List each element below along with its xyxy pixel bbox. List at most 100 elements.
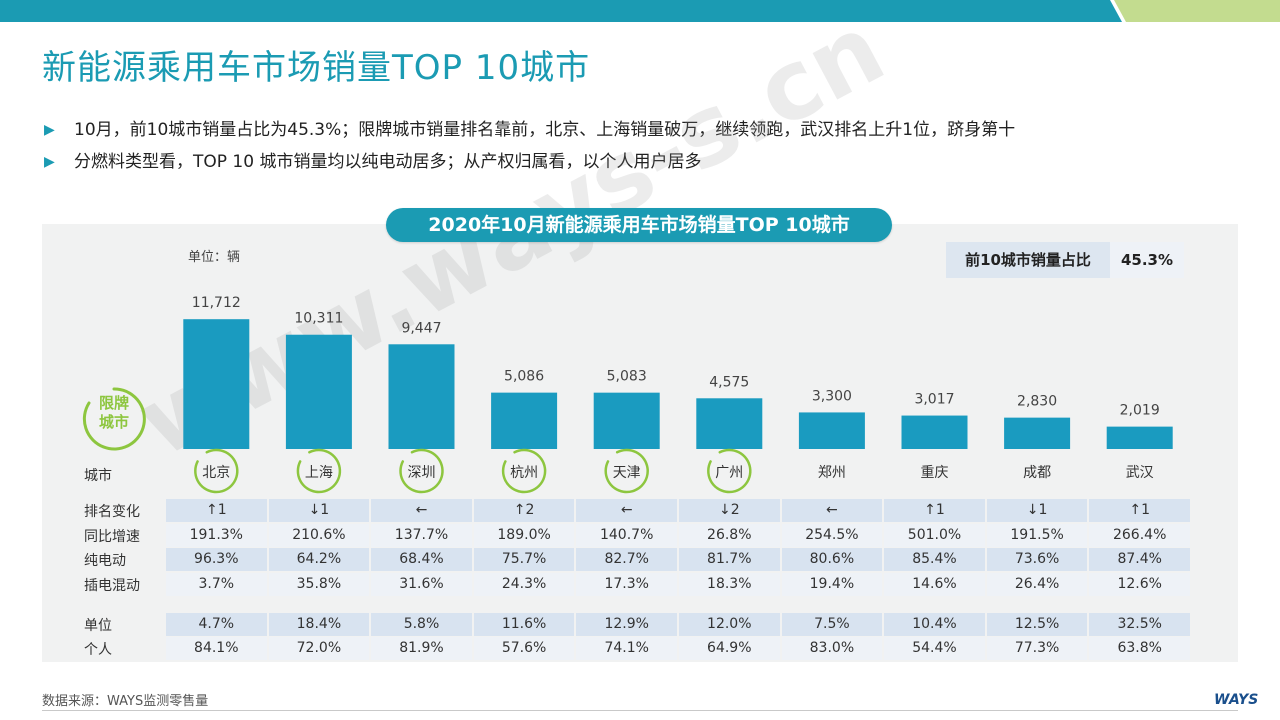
table-cell: 191.5%: [986, 524, 1088, 547]
table-row-label: 个人: [84, 642, 112, 658]
city-tick-label: 重庆: [921, 465, 949, 481]
restricted-city-ring-icon: [604, 448, 649, 494]
value-label: 9,447: [401, 320, 441, 336]
bar-重庆: [901, 415, 968, 449]
table-cell: 7.5%: [781, 613, 883, 636]
share-value: 45.3%: [1110, 242, 1184, 278]
table-row-label: 纯电动: [84, 553, 126, 569]
table-cell: ↓1: [268, 499, 370, 522]
bullet-item: ▶ 10月，前10城市销量占比为45.3%；限牌城市销量排名靠前，北京、上海销量…: [44, 116, 1015, 148]
table-cell: 5.8%: [371, 613, 472, 636]
table-cell: 72.0%: [268, 637, 370, 660]
table-row-label: 单位: [84, 618, 112, 634]
table-cell: 64.2%: [268, 548, 370, 571]
bar-深圳: [388, 344, 455, 449]
table-cell: 501.0%: [884, 524, 985, 547]
table-cell: 64.9%: [679, 637, 780, 660]
category-axis-label: 城市: [84, 468, 112, 484]
table-cell: ↓1: [986, 499, 1088, 522]
city-tick-label: 广州: [715, 465, 743, 481]
table-cell: 32.5%: [1089, 613, 1190, 636]
bar-广州: [696, 398, 763, 449]
table-cell: 31.6%: [371, 573, 472, 596]
city-tick-label: 北京: [202, 465, 230, 481]
table-cell: ↑2: [473, 499, 575, 522]
table-cell: 3.7%: [166, 573, 267, 596]
table-cell: 19.4%: [781, 573, 883, 596]
city-tick-label: 天津: [613, 465, 641, 481]
table-cell: ↓2: [679, 499, 780, 522]
table-cell: 54.4%: [884, 637, 985, 660]
table-cell: 18.3%: [679, 573, 780, 596]
table-cell: 10.4%: [884, 613, 985, 636]
value-label: 11,712: [192, 295, 241, 311]
table-cell: 11.6%: [473, 613, 575, 636]
table-cell: 140.7%: [576, 524, 677, 547]
bar-成都: [1004, 417, 1071, 449]
restricted-city-ring-icon: [707, 448, 752, 494]
city-tick-label: 上海: [305, 465, 333, 481]
value-label: 10,311: [294, 311, 343, 327]
chart-title: 2020年10月新能源乘用车市场销量TOP 10城市: [386, 208, 892, 242]
table-cell: 81.7%: [679, 548, 780, 571]
bullet-text: 分燃料类型看，TOP 10 城市销量均以纯电动居多；从产权归属看，以个人用户居多: [74, 152, 702, 172]
table-cell: 83.0%: [781, 637, 883, 660]
table-cell: ←: [371, 499, 472, 522]
table-cell: 77.3%: [986, 637, 1088, 660]
table-row-label: 同比增速: [84, 529, 140, 545]
value-label: 3,300: [812, 388, 852, 404]
ways-logo: WAYS: [1214, 692, 1259, 708]
table-cell: 189.0%: [473, 524, 575, 547]
bar-天津: [593, 392, 660, 449]
bar-上海: [285, 334, 352, 449]
table-cell: 63.8%: [1089, 637, 1190, 660]
bullet-item: ▶ 分燃料类型看，TOP 10 城市销量均以纯电动居多；从产权归属看，以个人用户…: [44, 148, 1015, 180]
table-cell: 85.4%: [884, 548, 985, 571]
table-cell: 84.1%: [166, 637, 267, 660]
value-label: 5,083: [607, 369, 647, 385]
restricted-badge-label-line: 城市: [98, 413, 129, 431]
table-cell: 26.8%: [679, 524, 780, 547]
table-cell: 4.7%: [166, 613, 267, 636]
restricted-city-ring-icon: [399, 448, 444, 494]
city-tick-label: 武汉: [1126, 465, 1154, 481]
value-label: 5,086: [504, 369, 544, 385]
table-cell: 12.9%: [576, 613, 677, 636]
bullet-triangle-icon: ▶: [44, 154, 55, 170]
table-cell: 57.6%: [473, 637, 575, 660]
bar-郑州: [798, 412, 865, 449]
share-label: 前10城市销量占比: [946, 242, 1110, 278]
table-cell: 82.7%: [576, 548, 677, 571]
city-tick-label: 杭州: [510, 465, 538, 481]
bar-杭州: [491, 392, 558, 449]
bar-北京: [183, 319, 250, 449]
table-cell: 210.6%: [268, 524, 370, 547]
table-cell: 137.7%: [371, 524, 472, 547]
table-cell: 81.9%: [371, 637, 472, 660]
restricted-badge-label: 限牌 城市: [80, 394, 148, 432]
page-title: 新能源乘用车市场销量TOP 10城市: [42, 48, 591, 88]
table-cell: 18.4%: [268, 613, 370, 636]
table-cell: 191.3%: [166, 524, 267, 547]
city-tick-label: 郑州: [818, 465, 846, 481]
table-cell: 266.4%: [1089, 524, 1190, 547]
table-cell: 68.4%: [371, 548, 472, 571]
unit-note: 单位：辆: [188, 250, 241, 265]
table-cell: 14.6%: [884, 573, 985, 596]
table-row-label: 排名变化: [84, 504, 140, 520]
value-label: 3,017: [914, 392, 954, 408]
table-cell: 75.7%: [473, 548, 575, 571]
table-cell: 96.3%: [166, 548, 267, 571]
table-cell: 87.4%: [1089, 548, 1190, 571]
table-cell: 26.4%: [986, 573, 1088, 596]
table-cell: ↑1: [1089, 499, 1190, 522]
table-cell: ↑1: [166, 499, 267, 522]
table-cell: 73.6%: [986, 548, 1088, 571]
table-cell: 12.0%: [679, 613, 780, 636]
table-cell: 35.8%: [268, 573, 370, 596]
table-cell: ←: [576, 499, 677, 522]
bullet-text: 10月，前10城市销量占比为45.3%；限牌城市销量排名靠前，北京、上海销量破万…: [74, 120, 1016, 140]
table-cell: 74.1%: [576, 637, 677, 660]
top-banner: [0, 0, 1280, 22]
